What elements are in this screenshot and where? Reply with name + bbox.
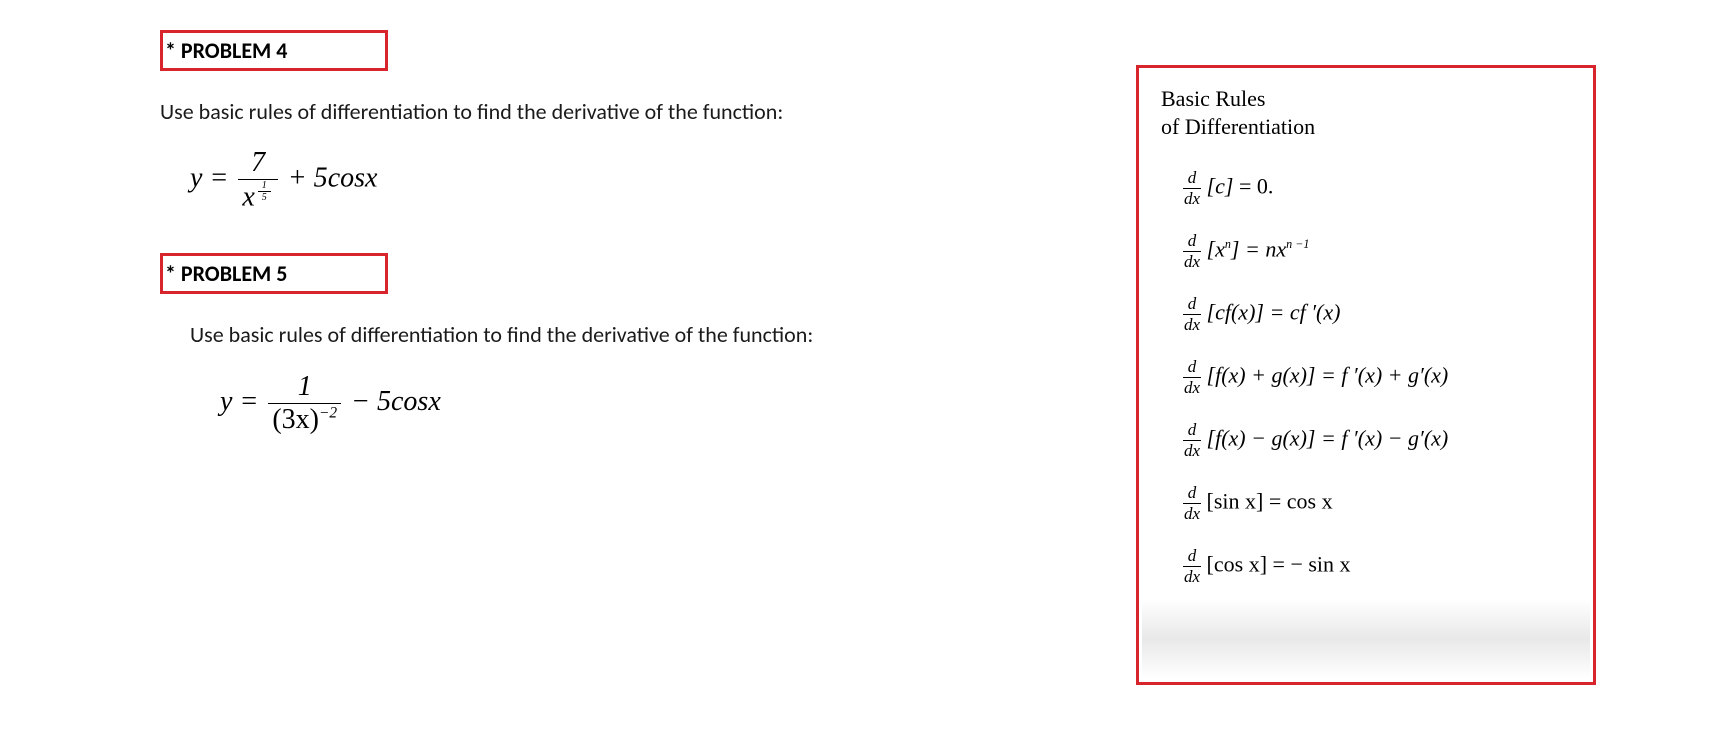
rule-difference: ddx [f(x) − g(x)] = f ′(x) − g′(x) <box>1183 420 1571 461</box>
rule5-bracket: [f(x) − g(x)] <box>1207 426 1316 451</box>
rules-title-line2: of Differentiation <box>1161 114 1571 140</box>
rules-title-line1: Basic Rules <box>1161 86 1571 112</box>
rule-constant-multiple: ddx [cf(x)] = cf ′(x) <box>1183 294 1571 335</box>
eq-fraction: 7 x15 <box>238 147 277 213</box>
eq5-fraction: 1 (3x)−2 <box>268 371 341 436</box>
eq5-equals: = <box>232 385 265 416</box>
rule6-rhs: = cos x <box>1263 489 1332 514</box>
problem-4: * PROBLEM 4 Use basic rules of different… <box>160 30 1096 213</box>
den-exp-den: 5 <box>258 191 271 203</box>
eq5-den: (3x)−2 <box>268 403 341 436</box>
eq5-num: 1 <box>268 371 341 403</box>
problem-4-instruction: Use basic rules of differentiation to fi… <box>160 95 1096 129</box>
rule5-rhs: = f ′(x) − g′(x) <box>1315 426 1448 451</box>
page-root: * PROBLEM 4 Use basic rules of different… <box>30 20 1696 685</box>
rule1-bracket: [c] <box>1207 174 1234 199</box>
rule-cos: ddx [cos x] = − sin x <box>1183 546 1571 587</box>
den-base: x <box>242 181 254 212</box>
den-exp-frac: 15 <box>258 180 271 203</box>
rules-column: Basic Rules of Differentiation ddx [c] =… <box>1136 65 1596 685</box>
problem-5-equation: y = 1 (3x)−2 − 5cosx <box>220 371 1096 436</box>
eq5-den-base: (3x) <box>272 404 319 435</box>
rule2-rhsb: x <box>1276 237 1286 262</box>
problem-5-instruction: Use basic rules of differentiation to fi… <box>190 318 1096 352</box>
eq-frac-num: 7 <box>238 147 277 179</box>
eq-frac-den: x15 <box>238 179 277 213</box>
problem-4-heading: * PROBLEM 4 <box>160 30 388 71</box>
eq-equals: = <box>202 163 235 194</box>
eq5-minus: − 5 <box>344 385 391 416</box>
rule3-bracket: [cf(x)] <box>1207 300 1264 325</box>
rule-sin: ddx [sin x] = cos x <box>1183 483 1571 524</box>
rule-sum: ddx [f(x) + g(x)] = f ′(x) + g′(x) <box>1183 357 1571 398</box>
rule4-rhs: = f ′(x) + g′(x) <box>1315 363 1448 388</box>
problem-4-equation: y = 7 x15 + 5cosx <box>190 147 1096 213</box>
eq5-cos: cosx <box>391 385 441 416</box>
problem-5-heading: * PROBLEM 5 <box>160 253 388 294</box>
rule2-rexp2: −1 <box>1295 237 1309 251</box>
rule3-rhs: = cf ′(x) <box>1264 300 1340 325</box>
eq-cos: cosx <box>328 163 378 194</box>
rule7-bracket: [cos x] <box>1207 552 1267 577</box>
rule2-rhsa: = n <box>1239 237 1276 262</box>
rule-power: ddx [xn] = nxn −1 <box>1183 231 1571 272</box>
problem-5: * PROBLEM 5 Use basic rules of different… <box>190 253 1096 435</box>
rule2-open: [x <box>1207 237 1225 262</box>
rules-box: Basic Rules of Differentiation ddx [c] =… <box>1136 65 1596 685</box>
rule-constant: ddx [c] = 0. <box>1183 168 1571 209</box>
eq5-den-exp: −2 <box>319 404 337 421</box>
rule4-bracket: [f(x) + g(x)] <box>1207 363 1316 388</box>
eq-plus: + 5 <box>281 163 328 194</box>
rule1-rhs: = 0. <box>1233 174 1273 199</box>
eq5-lhs: y <box>220 385 232 416</box>
rule7-rhs: = − sin x <box>1267 552 1351 577</box>
rule2-rexp1: n <box>1286 237 1292 251</box>
den-exp-num: 1 <box>258 180 271 191</box>
rule6-bracket: [sin x] <box>1207 489 1264 514</box>
eq-lhs: y <box>190 163 202 194</box>
fade-gradient <box>1142 599 1590 679</box>
problems-column: * PROBLEM 4 Use basic rules of different… <box>30 20 1096 476</box>
